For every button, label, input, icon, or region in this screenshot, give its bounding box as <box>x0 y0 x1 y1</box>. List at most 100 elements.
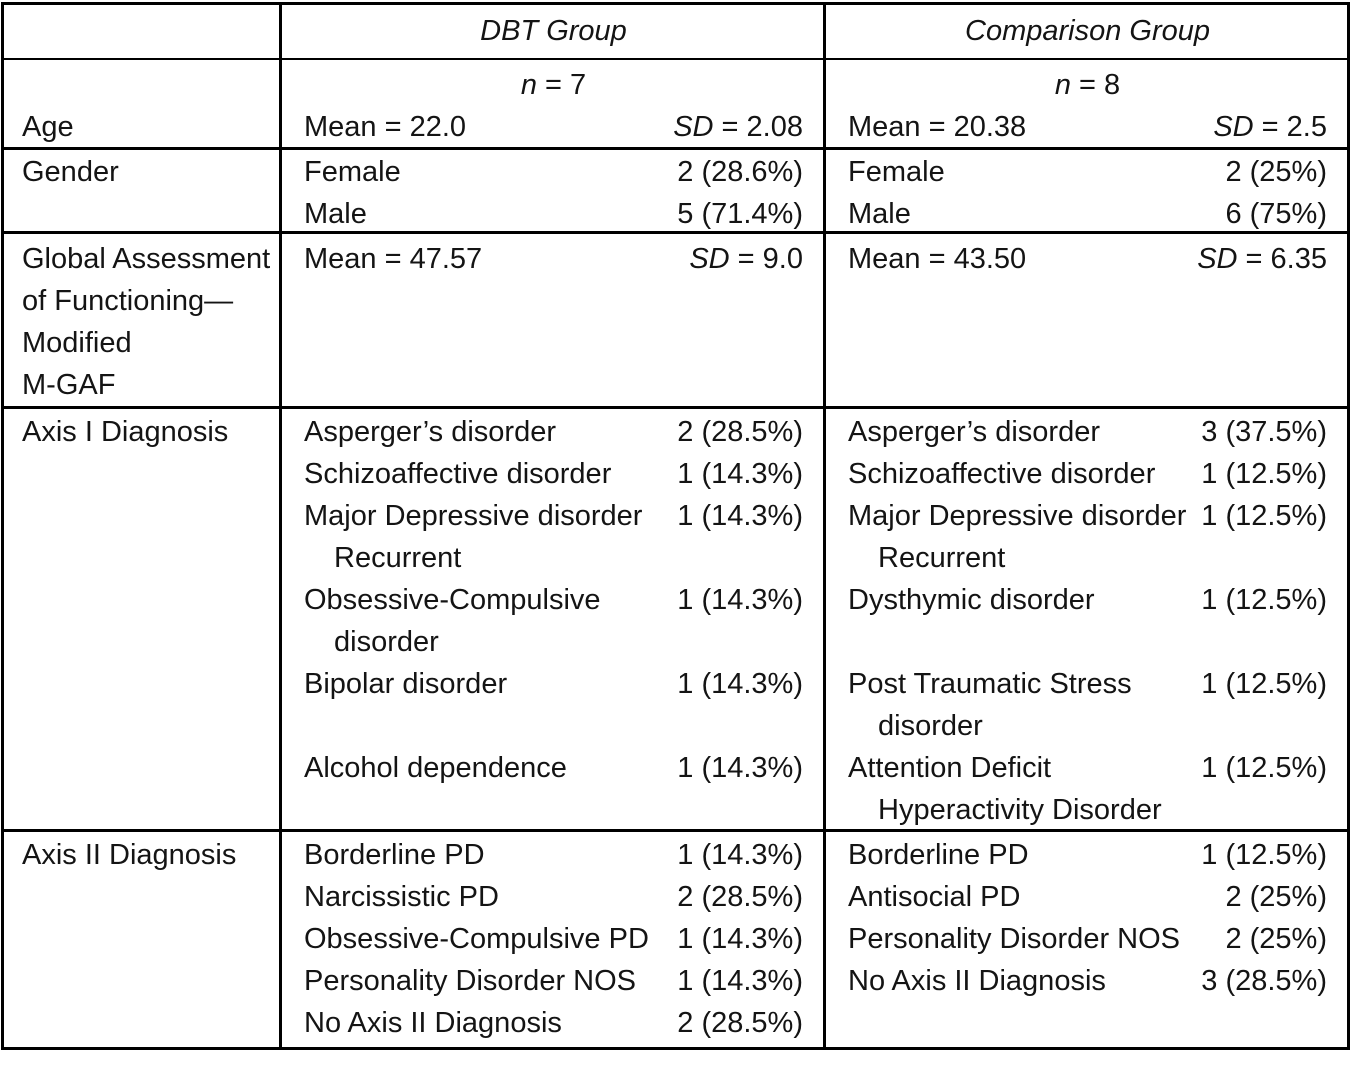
mgaf-dbt-stats-line: Mean = 47.57 SD = 9.0 <box>304 238 803 280</box>
diagnosis-label: Asperger’s disorder <box>304 416 556 448</box>
mgaf-comparison-sd: SD = 6.35 <box>1197 238 1327 280</box>
gender-line: Male 6 (75%) <box>848 193 1327 231</box>
diagnosis-label: Schizoaffective disorder <box>304 458 612 490</box>
diagnosis-label: Bipolar disorder <box>304 668 508 700</box>
diagnosis-count: 1 (12.5%) <box>1201 839 1327 871</box>
gender-label: Female <box>848 156 945 188</box>
diagnosis-line: Narcissistic PD 2 (28.5%) <box>304 876 803 918</box>
mgaf-dbt-sd: SD = 9.0 <box>689 238 803 280</box>
diagnosis-label-continued: Hyperactivity Disorder <box>878 794 1162 826</box>
diagnosis-count: 1 (12.5%) <box>1201 668 1327 700</box>
sd-symbol: SD <box>1213 111 1254 143</box>
mgaf-comparison-stats-line: Mean = 43.50 SD = 6.35 <box>848 238 1327 280</box>
diagnosis-line <box>848 1002 1327 1044</box>
comparison-group-header: Comparison Group <box>823 5 1347 60</box>
diagnosis-line: No Axis II Diagnosis 3 (28.5%) <box>848 960 1327 1002</box>
diagnosis-label: Personality Disorder NOS <box>304 965 636 997</box>
diagnosis-count: 2 (28.5%) <box>677 416 803 448</box>
diagnosis-label-continued: disorder <box>334 626 439 658</box>
diagnosis-label: Attention Deficit <box>848 752 1052 784</box>
gender-count: 5 (71.4%) <box>677 198 803 230</box>
gender-label: Male <box>848 198 911 230</box>
n-symbol: n <box>520 69 537 101</box>
comparison-n-line: n = 8 <box>848 64 1327 106</box>
diagnosis-line <box>848 621 1327 663</box>
diagnosis-line: Antisocial PD 2 (25%) <box>848 876 1327 918</box>
n-value: = 7 <box>536 69 587 101</box>
diagnosis-line: Recurrent <box>848 537 1327 579</box>
diagnosis-line <box>304 789 803 829</box>
axis2-row-label: Axis II Diagnosis <box>4 832 279 1047</box>
axis1-dbt-cell: Asperger’s disorder 2 (28.5%) Schizoaffec… <box>279 409 823 832</box>
diagnosis-label: Antisocial PD <box>848 881 1021 913</box>
age-dbt-sd: SD = 2.08 <box>673 106 803 147</box>
axis2-comparison-cell: Borderline PD 1 (12.5%) Antisocial PD 2 (2… <box>823 832 1347 1047</box>
diagnosis-label: Asperger’s disorder <box>848 416 1100 448</box>
diagnosis-count: 1 (12.5%) <box>1201 584 1327 616</box>
mgaf-dbt-cell: Mean = 47.57 SD = 9.0 <box>279 234 823 409</box>
diagnosis-line: Obsessive-Compulsive PD 1 (14.3%) <box>304 918 803 960</box>
diagnosis-line: Major Depressive disorder 1 (14.3%) <box>304 495 803 537</box>
diagnosis-line: Alcohol dependence 1 (14.3%) <box>304 747 803 789</box>
sd-symbol: SD <box>689 243 730 275</box>
diagnosis-line: Major Depressive disorder 1 (12.5%) <box>848 495 1327 537</box>
diagnosis-label: Schizoaffective disorder <box>848 458 1156 490</box>
gender-count: 6 (75%) <box>1225 198 1327 230</box>
mgaf-label-line: Modified <box>22 327 132 359</box>
diagnosis-line: Schizoaffective disorder 1 (14.3%) <box>304 453 803 495</box>
diagnosis-line: Borderline PD 1 (12.5%) <box>848 834 1327 876</box>
diagnosis-label: Personality Disorder NOS <box>848 923 1180 955</box>
diagnosis-count: 3 (37.5%) <box>1201 416 1327 448</box>
sd-value: = 2.5 <box>1253 111 1327 143</box>
diagnosis-label: No Axis II Diagnosis <box>304 1007 562 1039</box>
diagnosis-count: 1 (14.3%) <box>677 458 803 490</box>
diagnosis-label: Post Traumatic Stress <box>848 668 1132 700</box>
diagnosis-label: Dysthymic disorder <box>848 584 1095 616</box>
diagnosis-label: Obsessive-Compulsive <box>304 584 601 616</box>
dbt-n-line: n = 7 <box>304 64 803 106</box>
diagnosis-line: Bipolar disorder 1 (14.3%) <box>304 663 803 705</box>
mgaf-comparison-mean: Mean = 43.50 <box>848 243 1027 275</box>
diagnosis-line: No Axis II Diagnosis 2 (28.5%) <box>304 1002 803 1044</box>
gender-label: Male <box>304 198 367 230</box>
n-symbol: n <box>1054 69 1071 101</box>
axis1-row-label: Axis I Diagnosis <box>4 409 279 832</box>
diagnosis-count: 1 (14.3%) <box>677 923 803 955</box>
diagnosis-line: Personality Disorder NOS 1 (14.3%) <box>304 960 803 1002</box>
diagnosis-label: Major Depressive disorder <box>304 500 643 532</box>
gender-line: Male 5 (71.4%) <box>304 193 803 231</box>
gender-comparison-cell: Female 2 (25%) Male 6 (75%) <box>823 150 1347 234</box>
diagnosis-count: 1 (14.3%) <box>677 500 803 532</box>
axis2-dbt-cell: Borderline PD 1 (14.3%) Narcissistic PD 2 … <box>279 832 823 1047</box>
diagnosis-line: disorder <box>848 705 1327 747</box>
gender-label: Female <box>304 156 401 188</box>
diagnosis-line: Borderline PD 1 (14.3%) <box>304 834 803 876</box>
axis2-label-line: Axis II Diagnosis <box>22 839 237 871</box>
axis1-label-line: Axis I Diagnosis <box>22 416 229 448</box>
diagnosis-count: 1 (12.5%) <box>1201 500 1327 532</box>
diagnosis-line: Personality Disorder NOS 2 (25%) <box>848 918 1327 960</box>
diagnosis-label: Borderline PD <box>848 839 1029 871</box>
n-value: = 8 <box>1070 69 1121 101</box>
gender-count: 2 (28.6%) <box>677 156 803 188</box>
age-dbt-stats-line: Mean = 22.0 SD = 2.08 <box>304 106 803 147</box>
diagnosis-count: 1 (14.3%) <box>677 965 803 997</box>
diagnosis-line: Dysthymic disorder 1 (12.5%) <box>848 579 1327 621</box>
diagnosis-count: 1 (12.5%) <box>1201 458 1327 490</box>
mgaf-dbt-mean: Mean = 47.57 <box>304 243 483 275</box>
sd-value: = 2.08 <box>713 111 803 143</box>
diagnosis-line <box>304 705 803 747</box>
age-dbt-cell: n = 7 Mean = 22.0 SD = 2.08 <box>279 60 823 150</box>
diagnosis-line: Asperger’s disorder 2 (28.5%) <box>304 411 803 453</box>
age-row-label: Age <box>4 60 279 150</box>
sd-value: = 9.0 <box>729 243 803 275</box>
diagnosis-count: 2 (28.5%) <box>677 1007 803 1039</box>
diagnosis-line: Recurrent <box>304 537 803 579</box>
mgaf-row-label: Global Assessment of Functioning— Modifi… <box>4 234 279 409</box>
diagnosis-count: 1 (14.3%) <box>677 668 803 700</box>
mgaf-label-line: Global Assessment <box>22 243 271 275</box>
diagnosis-line: Schizoaffective disorder 1 (12.5%) <box>848 453 1327 495</box>
diagnosis-count: 2 (25%) <box>1225 881 1327 913</box>
sd-symbol: SD <box>1197 243 1238 275</box>
diagnosis-label-continued: disorder <box>878 710 983 742</box>
